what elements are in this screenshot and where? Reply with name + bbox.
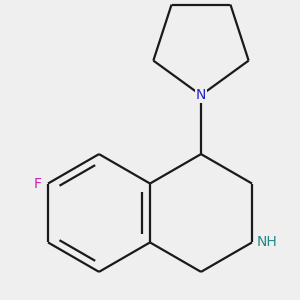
Text: N: N: [196, 88, 206, 102]
Text: F: F: [34, 176, 42, 190]
Text: NH: NH: [257, 236, 278, 249]
